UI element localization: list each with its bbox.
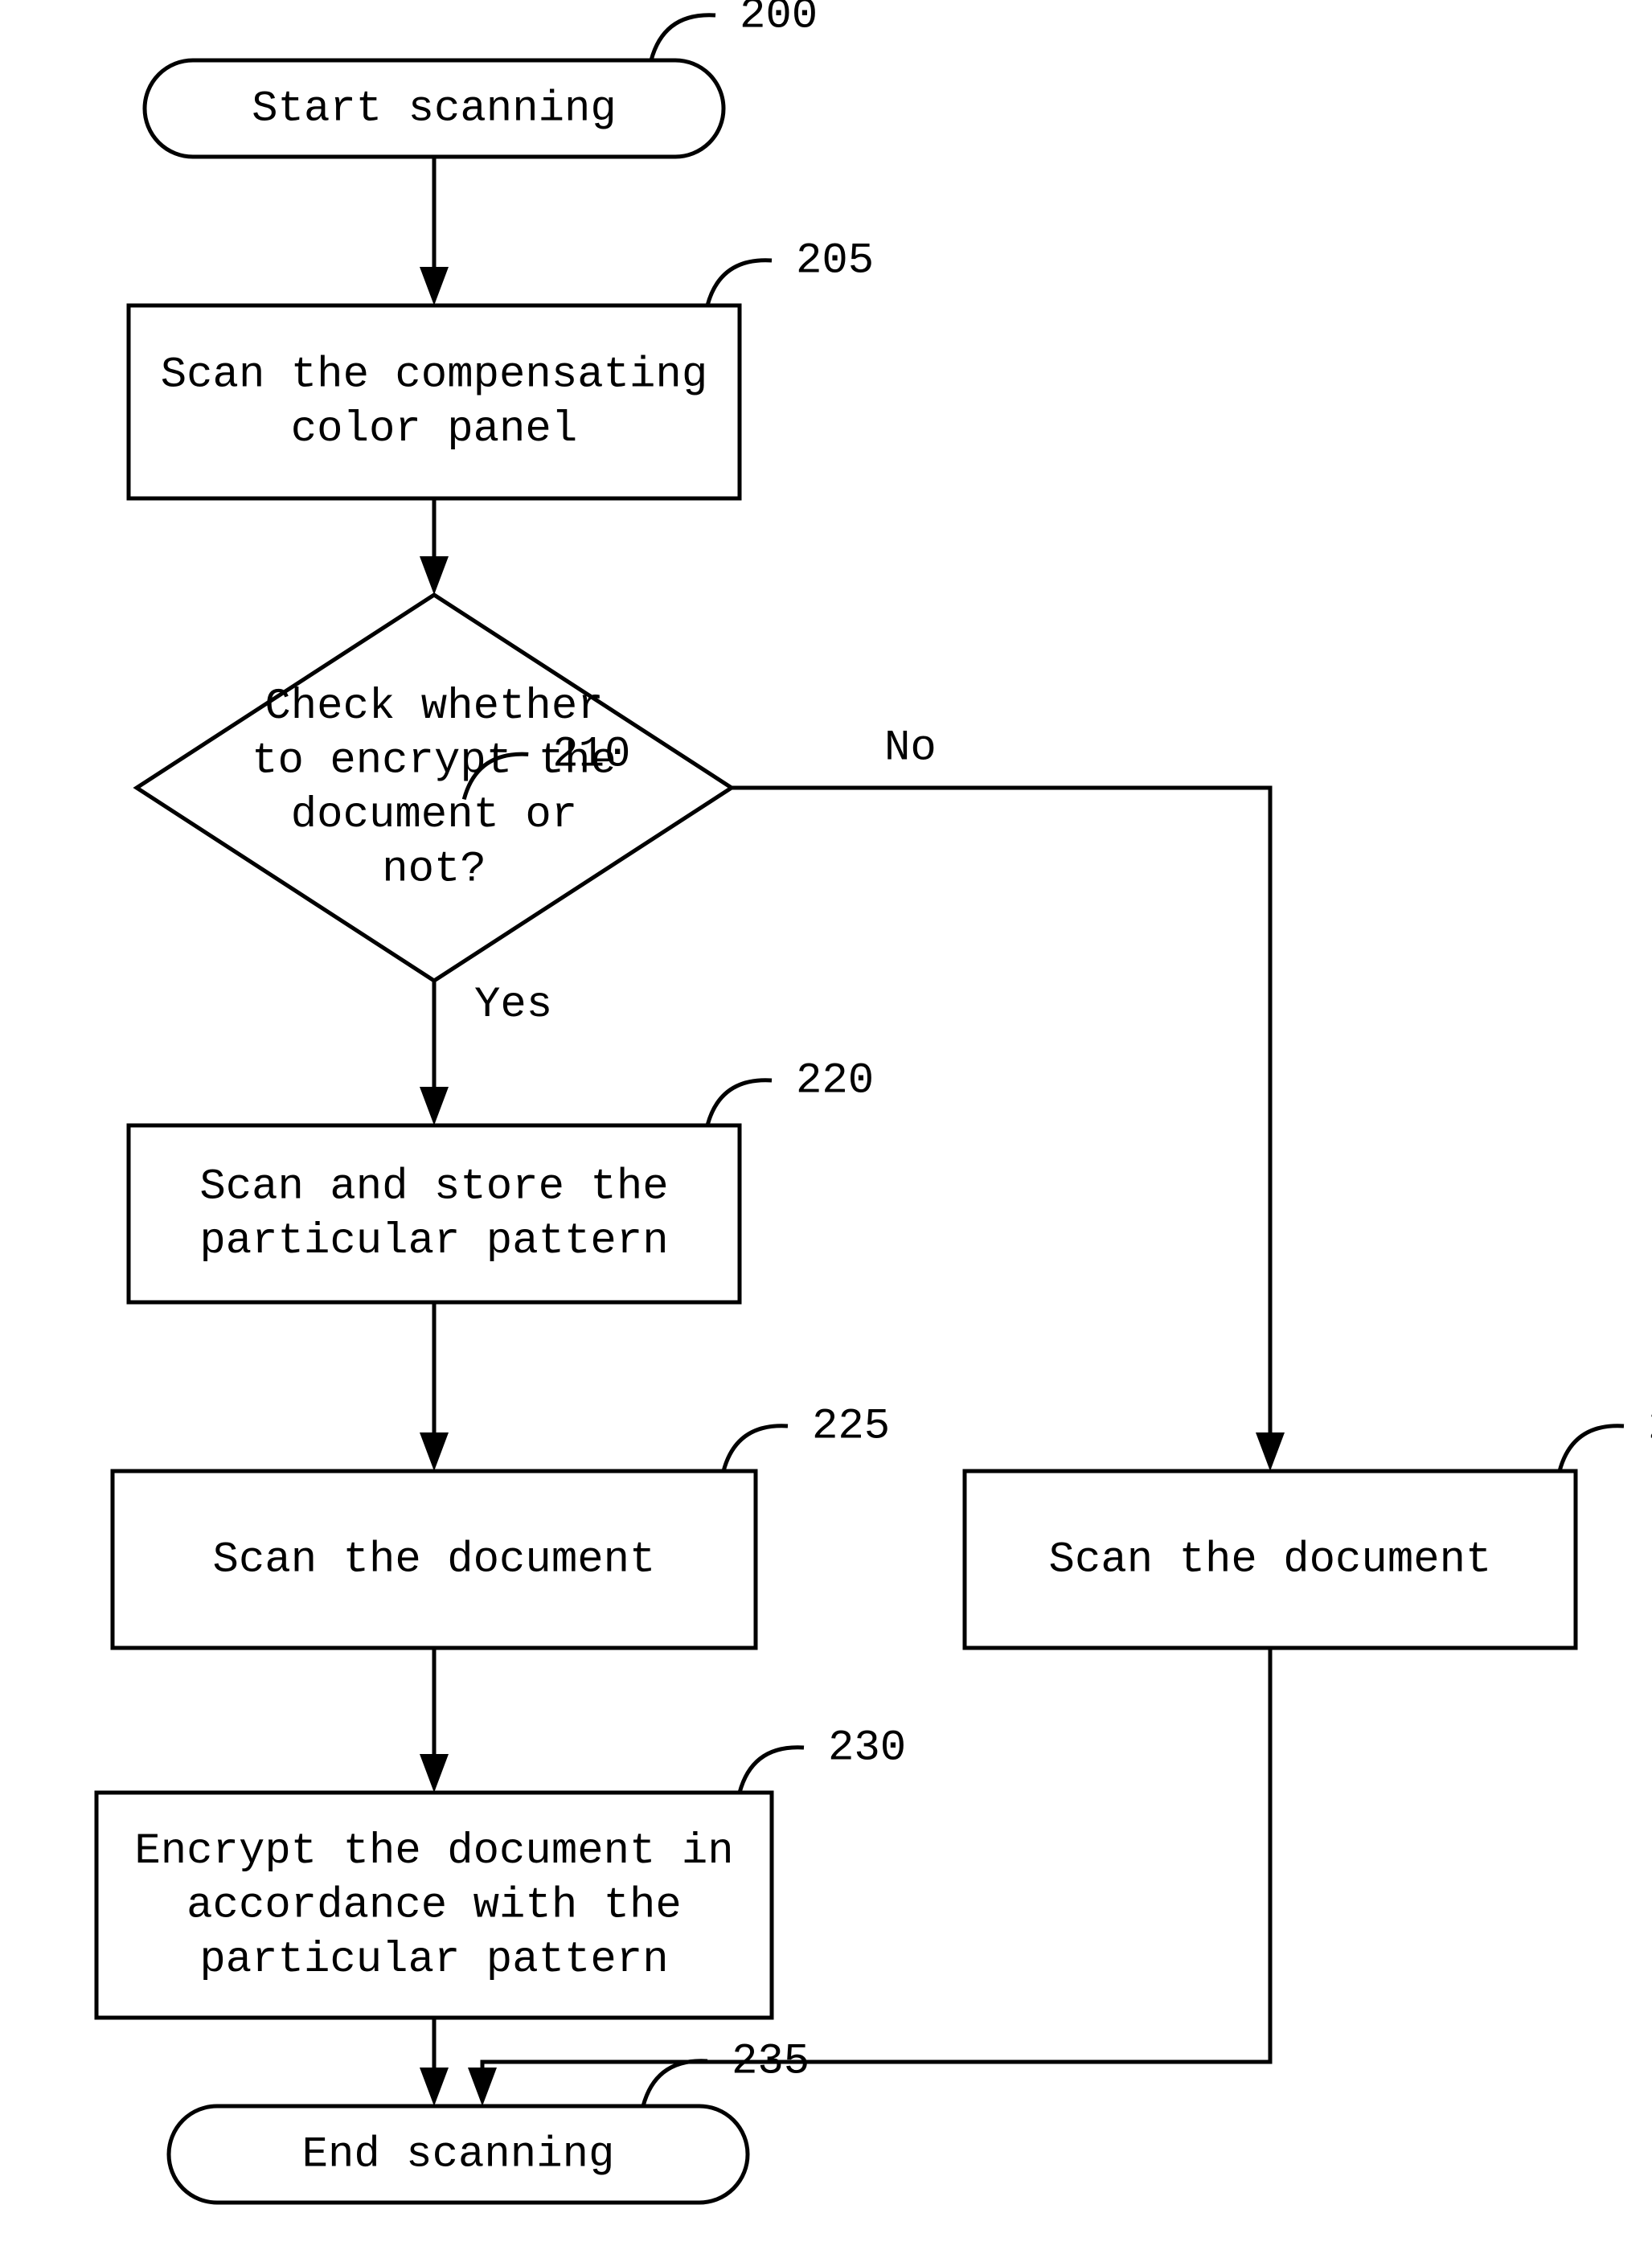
flow-node-n220: Scan and store the particular pattern 220 bbox=[129, 1056, 874, 1302]
arrowhead bbox=[420, 1432, 449, 1471]
ref-leader bbox=[1560, 1426, 1624, 1471]
ref-leader bbox=[740, 1748, 804, 1793]
process-shape bbox=[129, 1125, 740, 1302]
ref-number: 200 bbox=[740, 0, 818, 40]
node-text: accordance with the bbox=[187, 1881, 682, 1930]
arrowhead bbox=[420, 1087, 449, 1125]
node-text: Check whether bbox=[264, 682, 603, 732]
node-text: End scanning bbox=[302, 2130, 615, 2179]
flow-node-n230: Encrypt the document in accordance with t… bbox=[96, 1723, 906, 2018]
ref-leader bbox=[707, 260, 772, 305]
flow-node-n215: Scan the document 215 bbox=[965, 1402, 1652, 1648]
edge-label: Yes bbox=[474, 981, 552, 1030]
node-text: Encrypt the document in bbox=[134, 1827, 733, 1876]
node-text: particular pattern bbox=[199, 1936, 668, 1985]
ref-number: 230 bbox=[828, 1723, 906, 1773]
node-text: color panel bbox=[291, 405, 577, 454]
flow-connector bbox=[732, 788, 1270, 1436]
node-text: Start scanning bbox=[252, 84, 617, 133]
node-text: Scan the compensating bbox=[161, 351, 708, 400]
arrowhead bbox=[420, 556, 449, 595]
ref-number: 205 bbox=[796, 236, 874, 285]
flow-node-n210: Check whetherto encrypt thedocument orno… bbox=[137, 595, 732, 981]
arrowhead bbox=[420, 2068, 449, 2106]
process-shape bbox=[129, 305, 740, 498]
arrowhead bbox=[420, 1754, 449, 1793]
node-text: particular pattern bbox=[199, 1217, 668, 1266]
node-text: document or bbox=[291, 791, 577, 840]
node-text: Scan the document bbox=[213, 1535, 656, 1584]
node-text: Scan and store the bbox=[199, 1163, 668, 1212]
ref-leader bbox=[707, 1080, 772, 1125]
flowchart-canvas: Yes No Start scanning 200 Scan the compensat… bbox=[0, 0, 1652, 2250]
arrowhead bbox=[420, 267, 449, 305]
flow-node-n205: Scan the compensating color panel 205 bbox=[129, 236, 874, 498]
arrowhead bbox=[1256, 1432, 1285, 1471]
ref-number: 225 bbox=[812, 1402, 890, 1451]
ref-leader bbox=[643, 2061, 707, 2106]
node-text: not? bbox=[382, 846, 486, 895]
flow-node-n225: Scan the document 225 bbox=[113, 1402, 890, 1648]
node-text: Scan the document bbox=[1049, 1535, 1492, 1584]
ref-number: 235 bbox=[732, 2037, 810, 2086]
ref-leader bbox=[651, 15, 715, 60]
flow-node-n200: Start scanning 200 bbox=[145, 0, 818, 157]
ref-leader bbox=[724, 1426, 788, 1471]
ref-number: 210 bbox=[552, 731, 630, 780]
arrowhead bbox=[468, 2068, 497, 2106]
ref-number: 220 bbox=[796, 1056, 874, 1105]
ref-number: 215 bbox=[1648, 1402, 1652, 1451]
edge-label: No bbox=[884, 723, 937, 773]
decision-shape bbox=[137, 595, 732, 981]
